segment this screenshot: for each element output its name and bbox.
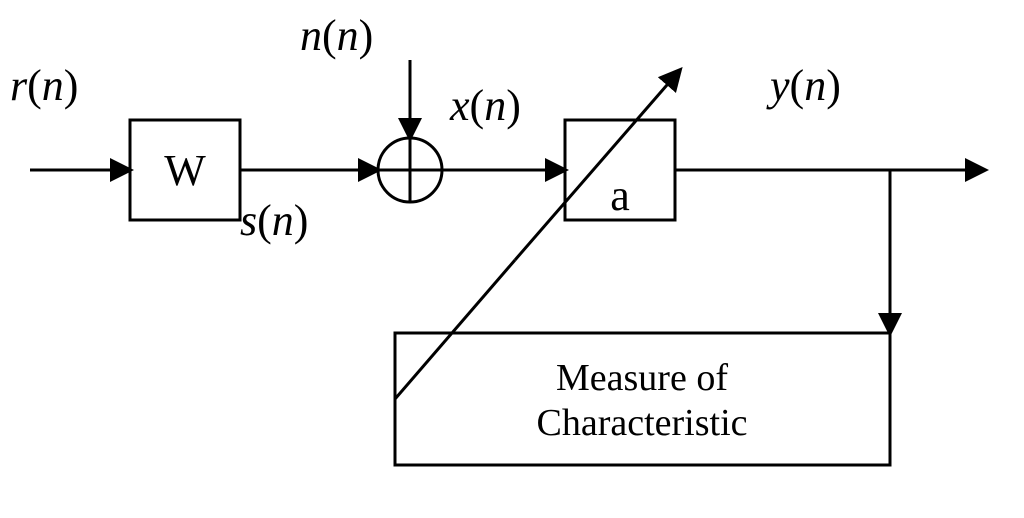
label-a: a [610,171,630,220]
label-r: r(n) [10,61,78,110]
label-y: y(n) [766,61,841,110]
feedback-diag-lower [395,260,515,399]
label-s: s(n) [240,196,308,245]
feedback-diag-arrow [515,70,680,260]
label-measure-1: Measure of [556,357,728,399]
block-measure [395,333,890,465]
block-diagram: r(n) n(n) s(n) x(n) y(n) Wa Measure ofCharacte… [0,0,1024,518]
label-x: x(n) [449,81,521,130]
label-n: n(n) [300,11,373,60]
label-measure-2: Characteristic [536,402,747,444]
label-W: W [164,146,206,195]
